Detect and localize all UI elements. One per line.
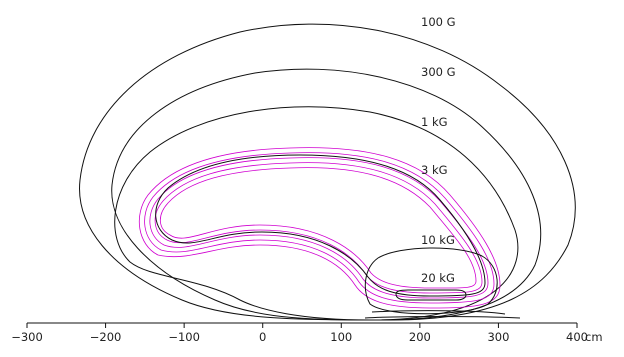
- contour-100-g: [79, 23, 576, 321]
- x-axis-ticks: −300 −200 −100 0 100 200 300 400: [11, 323, 588, 344]
- x-tick-label-5: 200: [409, 330, 431, 344]
- x-axis-unit-label: cm: [585, 330, 603, 344]
- label-20-kg: 20 kG: [421, 271, 455, 285]
- x-tick-label-2: −100: [168, 330, 200, 344]
- label-10-kg: 10 kG: [421, 233, 455, 247]
- contour-3-kg: [155, 154, 486, 297]
- coil-winding-3: [149, 157, 489, 299]
- coil-winding-1: [139, 147, 501, 309]
- contour-10-kg: [364, 247, 498, 315]
- x-tick-label-6: 300: [487, 330, 509, 344]
- contour-pole-1: [364, 316, 521, 319]
- coil-winding-4: [154, 162, 483, 294]
- x-tick-label-7: 400: [566, 330, 588, 344]
- contour-1-kg: [114, 106, 519, 321]
- x-tick-label-0: −300: [11, 330, 43, 344]
- coil-winding-2: [144, 152, 495, 304]
- coil-winding-5: [159, 167, 477, 289]
- label-100-g: 100 G: [421, 15, 456, 29]
- x-tick-label-3: 0: [259, 330, 266, 344]
- contour-20-kg: [395, 289, 467, 301]
- x-tick-label-1: −200: [90, 330, 122, 344]
- x-tick-label-4: 100: [330, 330, 352, 344]
- contour-300-g: [111, 68, 542, 321]
- label-300-g: 300 G: [421, 65, 456, 79]
- label-3-kg: 3 kG: [421, 163, 448, 177]
- contour-pole-2: [371, 310, 506, 315]
- label-1-kg: 1 kG: [421, 115, 448, 129]
